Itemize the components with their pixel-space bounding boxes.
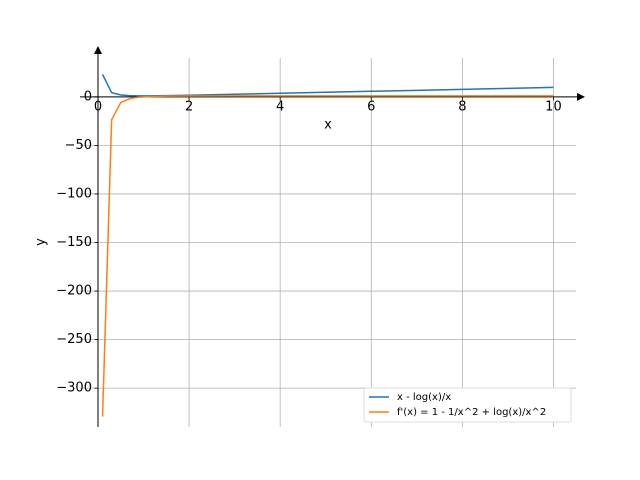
legend-label: f'(x) = 1 - 1/x^2 + log(x)/x^2 <box>397 407 546 418</box>
y-axis-label: y <box>34 238 49 246</box>
y-arrow <box>93 46 102 54</box>
x-tick-label: 2 <box>185 99 193 114</box>
x-tick-label: 8 <box>458 99 466 114</box>
x-tick-label: 10 <box>545 99 562 114</box>
legend: x - log(x)/x f'(x) = 1 - 1/x^2 + log(x)/x… <box>363 387 572 423</box>
y-tick-label: −300 <box>56 381 92 396</box>
y-tick-label: −200 <box>56 284 92 299</box>
x-arrow <box>577 92 585 101</box>
x-tick-label: 4 <box>276 99 284 114</box>
line <box>101 74 554 97</box>
legend-box <box>363 387 572 423</box>
x-tick-label: 6 <box>367 99 375 114</box>
x-axis-label: x <box>324 118 332 133</box>
y-tick-label: −50 <box>65 138 92 153</box>
y-tick-label: −250 <box>56 332 92 347</box>
legend-label: x - log(x)/x <box>397 392 451 403</box>
line <box>101 95 554 417</box>
y-tick-label: −100 <box>56 186 92 201</box>
y-tick-label: −150 <box>56 235 92 250</box>
